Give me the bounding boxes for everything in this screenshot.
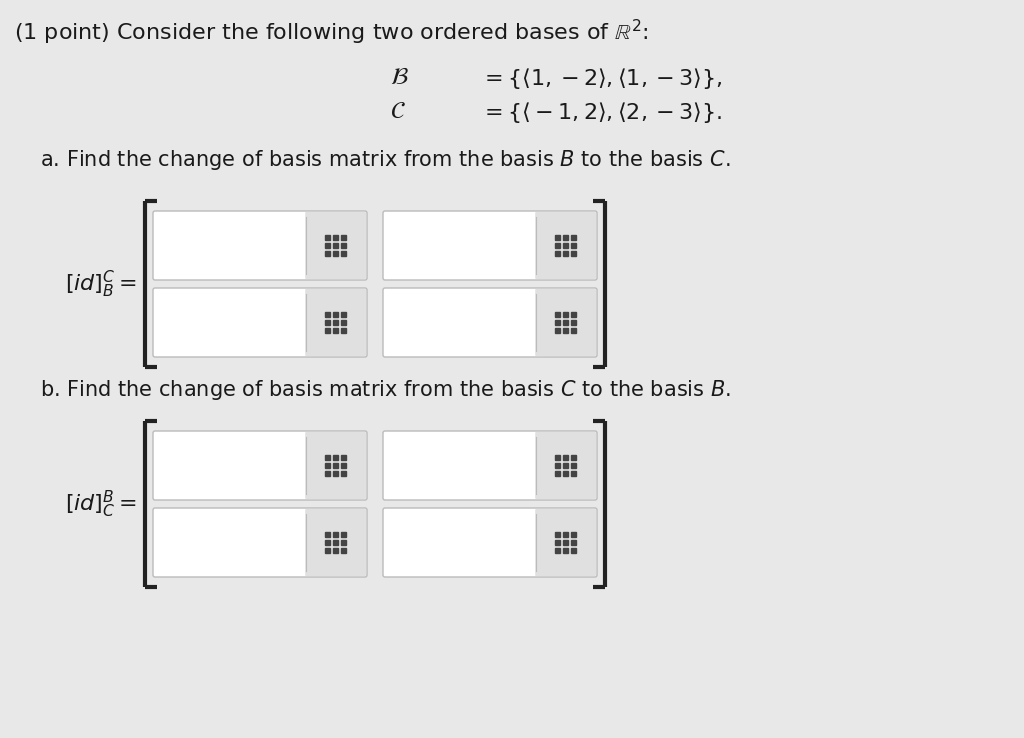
Bar bbox=[571, 455, 575, 460]
Bar bbox=[555, 244, 560, 248]
Bar bbox=[326, 455, 330, 460]
Bar bbox=[563, 548, 568, 553]
Bar bbox=[555, 548, 560, 553]
Bar bbox=[334, 548, 338, 553]
Bar bbox=[334, 455, 338, 460]
Bar bbox=[555, 328, 560, 333]
Bar bbox=[326, 251, 330, 256]
Bar bbox=[326, 463, 330, 468]
FancyBboxPatch shape bbox=[383, 288, 597, 357]
Bar bbox=[334, 463, 338, 468]
FancyBboxPatch shape bbox=[383, 211, 597, 280]
Bar bbox=[571, 235, 575, 240]
Bar bbox=[555, 251, 560, 256]
Bar bbox=[341, 244, 346, 248]
Bar bbox=[341, 463, 346, 468]
Text: $\mathcal{B}$: $\mathcal{B}$ bbox=[390, 66, 409, 89]
Bar bbox=[571, 251, 575, 256]
FancyBboxPatch shape bbox=[153, 211, 367, 280]
Text: $= \{\langle -1,2\rangle,\langle 2,-3\rangle\}.$: $= \{\langle -1,2\rangle,\langle 2,-3\ra… bbox=[480, 100, 723, 125]
Bar bbox=[326, 328, 330, 333]
Bar bbox=[563, 532, 568, 537]
Bar bbox=[326, 320, 330, 325]
Bar bbox=[563, 540, 568, 545]
Bar bbox=[334, 328, 338, 333]
Bar bbox=[341, 455, 346, 460]
Bar bbox=[571, 532, 575, 537]
Bar bbox=[334, 244, 338, 248]
Bar bbox=[555, 532, 560, 537]
Bar bbox=[555, 235, 560, 240]
Text: $\mathcal{C}$: $\mathcal{C}$ bbox=[390, 100, 406, 123]
FancyBboxPatch shape bbox=[536, 212, 596, 279]
FancyBboxPatch shape bbox=[536, 289, 596, 356]
Bar bbox=[555, 463, 560, 468]
Bar bbox=[563, 455, 568, 460]
Bar bbox=[563, 251, 568, 256]
Bar bbox=[571, 548, 575, 553]
Bar bbox=[326, 244, 330, 248]
Bar bbox=[334, 312, 338, 317]
Bar bbox=[563, 472, 568, 476]
Text: (1 point) Consider the following two ordered bases of $\mathbb{R}^2$:: (1 point) Consider the following two ord… bbox=[14, 18, 648, 47]
Bar bbox=[334, 532, 338, 537]
Bar bbox=[334, 251, 338, 256]
Bar bbox=[334, 472, 338, 476]
Bar bbox=[555, 540, 560, 545]
Bar bbox=[571, 472, 575, 476]
FancyBboxPatch shape bbox=[305, 289, 366, 356]
Text: $= \{\langle 1,-2\rangle,\langle 1,-3\rangle\},$: $= \{\langle 1,-2\rangle,\langle 1,-3\ra… bbox=[480, 66, 723, 91]
Bar bbox=[341, 532, 346, 537]
Bar bbox=[563, 244, 568, 248]
Bar bbox=[571, 540, 575, 545]
Text: b. Find the change of basis matrix from the basis $\mathit{C}$ to the basis $\ma: b. Find the change of basis matrix from … bbox=[40, 378, 731, 402]
FancyBboxPatch shape bbox=[305, 432, 366, 499]
Bar bbox=[563, 463, 568, 468]
Bar bbox=[571, 244, 575, 248]
Text: $[id]_B^C =$: $[id]_B^C =$ bbox=[66, 269, 137, 300]
Bar bbox=[341, 540, 346, 545]
FancyBboxPatch shape bbox=[536, 432, 596, 499]
FancyBboxPatch shape bbox=[383, 508, 597, 577]
Bar bbox=[563, 328, 568, 333]
Bar bbox=[555, 320, 560, 325]
FancyBboxPatch shape bbox=[305, 509, 366, 576]
Bar bbox=[571, 320, 575, 325]
Bar bbox=[341, 312, 346, 317]
Bar bbox=[334, 320, 338, 325]
FancyBboxPatch shape bbox=[383, 431, 597, 500]
Bar bbox=[571, 463, 575, 468]
Text: $[id]_C^B =$: $[id]_C^B =$ bbox=[66, 489, 137, 520]
Bar bbox=[341, 328, 346, 333]
FancyBboxPatch shape bbox=[305, 212, 366, 279]
Bar bbox=[555, 472, 560, 476]
FancyBboxPatch shape bbox=[536, 509, 596, 576]
Bar bbox=[326, 540, 330, 545]
Bar bbox=[326, 532, 330, 537]
FancyBboxPatch shape bbox=[153, 431, 367, 500]
Bar bbox=[571, 312, 575, 317]
FancyBboxPatch shape bbox=[153, 288, 367, 357]
Bar bbox=[555, 455, 560, 460]
Bar bbox=[326, 312, 330, 317]
Bar bbox=[563, 312, 568, 317]
Bar bbox=[341, 548, 346, 553]
Bar bbox=[341, 472, 346, 476]
Bar bbox=[571, 328, 575, 333]
Bar bbox=[341, 235, 346, 240]
Bar bbox=[563, 235, 568, 240]
Bar bbox=[326, 472, 330, 476]
Bar bbox=[334, 540, 338, 545]
Bar bbox=[563, 320, 568, 325]
Bar bbox=[341, 320, 346, 325]
Bar bbox=[326, 235, 330, 240]
Bar bbox=[341, 251, 346, 256]
Bar bbox=[326, 548, 330, 553]
FancyBboxPatch shape bbox=[153, 508, 367, 577]
Bar bbox=[334, 235, 338, 240]
Bar bbox=[555, 312, 560, 317]
Text: a. Find the change of basis matrix from the basis $\mathit{B}$ to the basis $\ma: a. Find the change of basis matrix from … bbox=[40, 148, 730, 172]
